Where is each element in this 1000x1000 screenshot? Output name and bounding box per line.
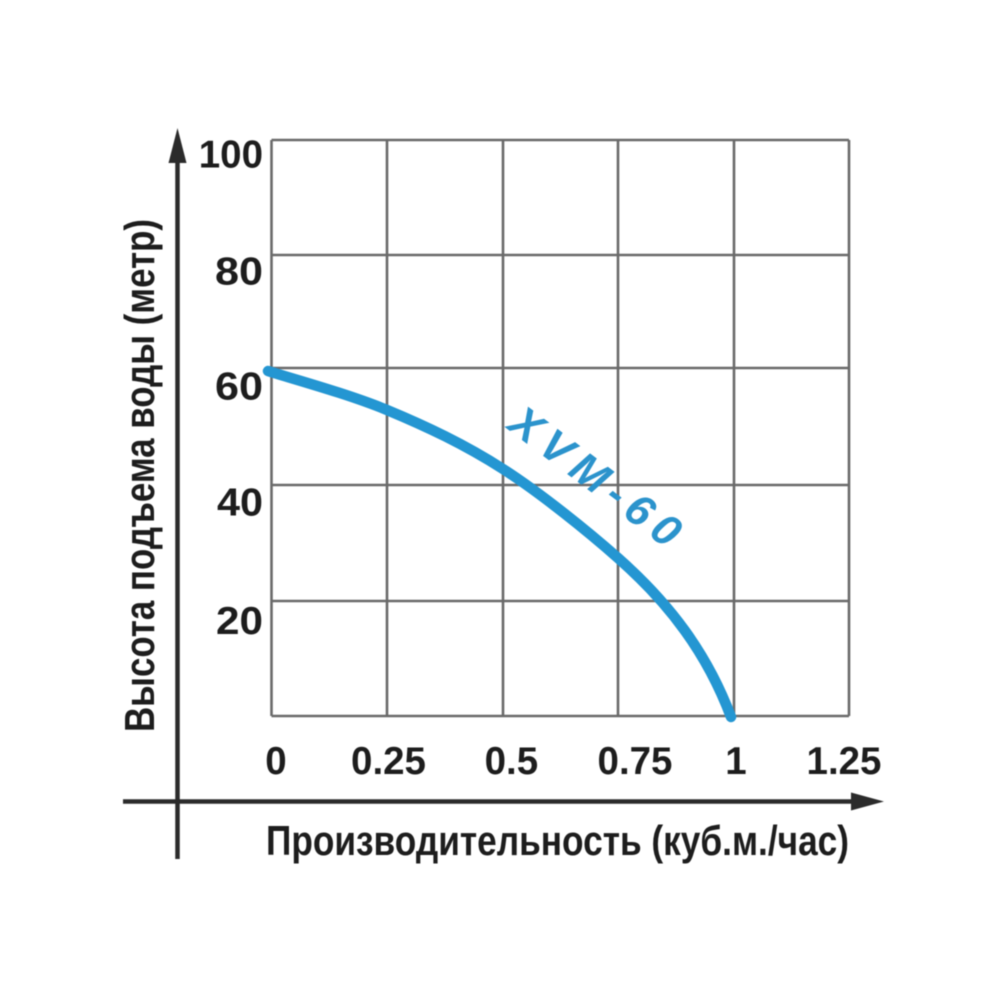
svg-text:1.25: 1.25 [807, 740, 882, 783]
svg-text:0.75: 0.75 [598, 740, 673, 783]
svg-text:100: 100 [199, 134, 263, 177]
svg-text:1: 1 [725, 740, 746, 783]
svg-text:Высота подъема воды (метр): Высота подъема воды (метр) [116, 219, 163, 732]
svg-text:0.25: 0.25 [351, 740, 426, 783]
svg-text:80: 80 [215, 251, 263, 294]
svg-text:Производительность (куб.м./час: Производительность (куб.м./час) [266, 817, 849, 864]
svg-text:0: 0 [265, 740, 286, 783]
svg-text:40: 40 [217, 482, 263, 525]
svg-text:0.5: 0.5 [485, 740, 539, 783]
svg-text:20: 20 [216, 600, 263, 643]
svg-text:60: 60 [215, 366, 263, 409]
